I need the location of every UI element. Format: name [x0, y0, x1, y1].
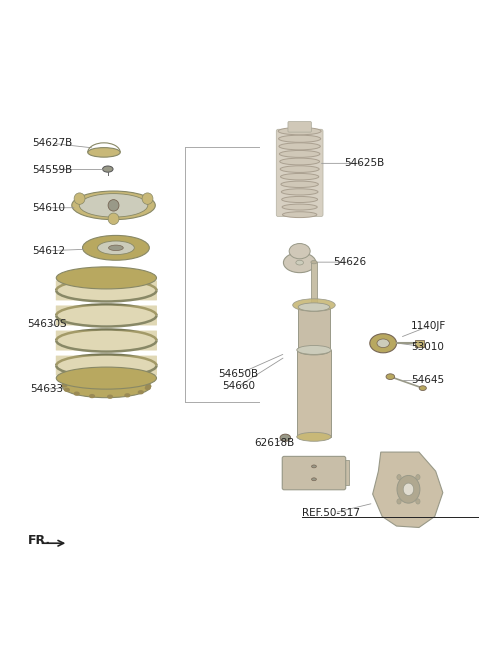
Ellipse shape — [279, 143, 320, 150]
Ellipse shape — [278, 127, 321, 134]
FancyBboxPatch shape — [56, 280, 157, 300]
Ellipse shape — [141, 380, 147, 384]
Ellipse shape — [293, 298, 335, 312]
Text: 54645: 54645 — [411, 375, 444, 386]
Ellipse shape — [83, 236, 149, 260]
Ellipse shape — [280, 434, 290, 441]
Ellipse shape — [145, 384, 152, 388]
Text: 54626: 54626 — [333, 257, 366, 267]
Ellipse shape — [108, 245, 123, 251]
Ellipse shape — [79, 375, 85, 380]
Ellipse shape — [142, 193, 153, 205]
Ellipse shape — [282, 204, 317, 210]
Ellipse shape — [56, 367, 156, 389]
Ellipse shape — [67, 379, 73, 383]
Ellipse shape — [296, 260, 303, 265]
Ellipse shape — [103, 166, 113, 172]
Ellipse shape — [61, 383, 68, 388]
Ellipse shape — [416, 474, 420, 480]
Ellipse shape — [283, 253, 316, 273]
Ellipse shape — [88, 148, 120, 157]
Ellipse shape — [312, 465, 316, 468]
Ellipse shape — [297, 346, 331, 354]
Ellipse shape — [298, 347, 330, 355]
Polygon shape — [372, 452, 443, 527]
Ellipse shape — [108, 199, 119, 211]
Ellipse shape — [397, 474, 401, 480]
Ellipse shape — [89, 394, 95, 398]
Text: 54650B: 54650B — [218, 369, 259, 379]
Ellipse shape — [280, 166, 319, 173]
Text: 54633: 54633 — [30, 384, 63, 394]
FancyBboxPatch shape — [288, 121, 312, 132]
Text: 54660: 54660 — [222, 381, 255, 391]
Ellipse shape — [297, 432, 331, 441]
Ellipse shape — [311, 260, 317, 264]
FancyBboxPatch shape — [282, 457, 346, 490]
Text: 1140JF: 1140JF — [411, 321, 446, 331]
Ellipse shape — [144, 386, 151, 390]
Bar — [342, 461, 349, 485]
Ellipse shape — [97, 241, 134, 255]
Bar — [298, 307, 330, 351]
Ellipse shape — [282, 212, 317, 218]
Ellipse shape — [280, 158, 320, 165]
FancyBboxPatch shape — [56, 331, 157, 350]
Ellipse shape — [281, 189, 318, 195]
Ellipse shape — [282, 196, 318, 203]
Ellipse shape — [278, 135, 321, 142]
Ellipse shape — [280, 173, 319, 180]
Ellipse shape — [281, 181, 318, 188]
Bar — [311, 262, 317, 305]
FancyBboxPatch shape — [56, 306, 157, 325]
Ellipse shape — [419, 386, 426, 390]
Ellipse shape — [377, 339, 389, 348]
Text: 54612: 54612 — [33, 246, 66, 256]
Ellipse shape — [74, 193, 85, 205]
Ellipse shape — [62, 375, 151, 398]
Ellipse shape — [56, 267, 156, 289]
Bar — [415, 340, 424, 346]
Ellipse shape — [108, 213, 119, 224]
Text: 54625B: 54625B — [344, 158, 384, 169]
FancyBboxPatch shape — [56, 356, 157, 376]
Ellipse shape — [72, 191, 156, 220]
Ellipse shape — [96, 374, 102, 378]
Ellipse shape — [289, 243, 310, 259]
Ellipse shape — [298, 303, 330, 311]
Ellipse shape — [312, 478, 316, 481]
Ellipse shape — [73, 392, 80, 396]
Ellipse shape — [370, 334, 396, 353]
Ellipse shape — [114, 374, 120, 379]
Text: 62618B: 62618B — [254, 438, 295, 449]
Ellipse shape — [386, 374, 395, 380]
Ellipse shape — [64, 388, 70, 392]
FancyBboxPatch shape — [276, 129, 323, 216]
Text: REF.50-517: REF.50-517 — [302, 508, 360, 518]
Text: 53010: 53010 — [411, 342, 444, 352]
Ellipse shape — [397, 499, 401, 504]
Ellipse shape — [130, 376, 136, 380]
Ellipse shape — [403, 483, 414, 495]
Ellipse shape — [79, 194, 148, 217]
Ellipse shape — [124, 393, 131, 398]
Text: FR.: FR. — [28, 534, 51, 547]
Text: 54627B: 54627B — [33, 138, 72, 148]
Text: 54630S: 54630S — [28, 319, 67, 329]
Bar — [282, 461, 288, 485]
Bar — [297, 350, 331, 437]
Ellipse shape — [138, 390, 144, 394]
Text: 54559B: 54559B — [33, 165, 72, 174]
Ellipse shape — [279, 150, 320, 157]
Ellipse shape — [397, 476, 420, 503]
Ellipse shape — [416, 499, 420, 504]
Ellipse shape — [107, 394, 113, 399]
Text: 54610: 54610 — [33, 203, 65, 213]
